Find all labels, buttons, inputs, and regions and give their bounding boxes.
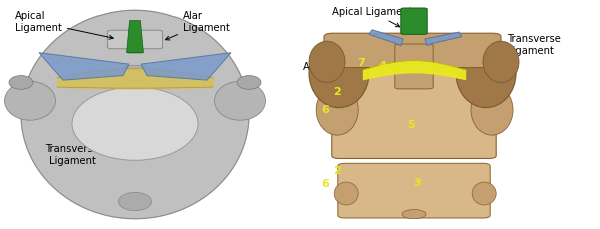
- Polygon shape: [141, 53, 231, 80]
- Ellipse shape: [120, 65, 150, 81]
- Ellipse shape: [334, 182, 358, 205]
- Polygon shape: [21, 10, 249, 219]
- Polygon shape: [369, 30, 403, 46]
- Ellipse shape: [316, 85, 358, 135]
- Polygon shape: [425, 32, 462, 46]
- Ellipse shape: [402, 210, 426, 219]
- Text: 4: 4: [379, 61, 387, 71]
- Ellipse shape: [237, 76, 261, 89]
- FancyBboxPatch shape: [401, 8, 427, 34]
- Text: 6: 6: [321, 105, 329, 115]
- Text: Transverse
Ligament: Transverse Ligament: [466, 34, 561, 70]
- Polygon shape: [127, 21, 143, 53]
- Text: 2: 2: [334, 166, 341, 176]
- Text: 2: 2: [334, 87, 341, 97]
- Text: Alar
Ligament: Alar Ligament: [166, 11, 230, 40]
- FancyBboxPatch shape: [324, 33, 501, 68]
- Text: Alar Ligament: Alar Ligament: [303, 53, 373, 72]
- FancyBboxPatch shape: [338, 163, 490, 218]
- Polygon shape: [128, 23, 142, 53]
- FancyBboxPatch shape: [332, 61, 496, 158]
- Ellipse shape: [456, 39, 516, 108]
- Text: Transverse
Ligament: Transverse Ligament: [45, 114, 123, 166]
- Text: 5: 5: [407, 120, 415, 130]
- Text: 6: 6: [321, 179, 329, 189]
- Bar: [288, 0, 600, 229]
- Ellipse shape: [472, 182, 496, 205]
- Ellipse shape: [215, 81, 265, 120]
- FancyBboxPatch shape: [107, 30, 163, 49]
- Text: Apical
Ligament: Apical Ligament: [15, 11, 113, 39]
- FancyBboxPatch shape: [395, 44, 433, 89]
- Ellipse shape: [9, 76, 33, 89]
- Text: 3: 3: [413, 178, 421, 188]
- Ellipse shape: [5, 81, 56, 120]
- Ellipse shape: [309, 39, 369, 108]
- Ellipse shape: [119, 192, 151, 211]
- Ellipse shape: [72, 87, 198, 160]
- Ellipse shape: [309, 41, 345, 82]
- Ellipse shape: [471, 85, 513, 135]
- Text: Apical Ligament: Apical Ligament: [332, 7, 412, 27]
- Ellipse shape: [483, 41, 519, 82]
- Text: 7: 7: [358, 58, 365, 68]
- Polygon shape: [39, 53, 129, 80]
